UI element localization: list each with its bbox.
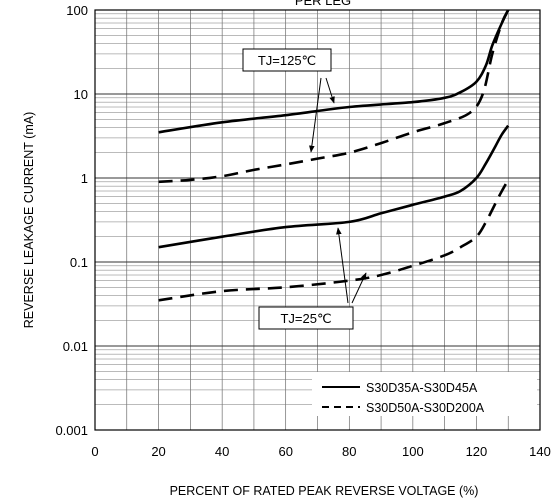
annotation-tj-25: TJ=25℃: [258, 227, 367, 330]
series-line-dashed: [158, 179, 510, 302]
y-tick-label: 0.01: [63, 339, 88, 354]
y-tick-label: 1: [81, 171, 88, 186]
y-tick-label: 100: [66, 3, 88, 18]
grid: [94, 10, 541, 431]
annotation-tj-25-label: TJ=25℃: [280, 311, 331, 326]
annotation-tj-125-box: [242, 48, 332, 72]
x-tick-label: 120: [466, 444, 488, 459]
annotation-tj-125: TJ=125℃: [242, 48, 335, 153]
x-axis-title: PERCENT OF RATED PEAK REVERSE VOLTAGE (%…: [170, 484, 479, 498]
y-tick-label: 0.001: [55, 423, 88, 438]
series-line-solid: [158, 124, 510, 249]
y-tick-label: 0.1: [70, 255, 88, 270]
series-line-solid: [158, 9, 510, 134]
legend-entry-dashed: S30D50A-S30D200A: [366, 401, 485, 415]
plot-frame: [94, 9, 541, 431]
x-tick-label: 140: [529, 444, 551, 459]
annotation-tj-125-arrow-upper: [325, 77, 335, 104]
y-axis-title: REVERSE LEAKAGE CURRENT (mA): [22, 112, 36, 328]
annotation-tj-125-label: TJ=125℃: [258, 53, 316, 68]
legend-entry-solid: S30D35A-S30D45A: [366, 381, 478, 395]
series-lines: [158, 9, 510, 302]
annotation-tj-25-arrow-upper: [336, 227, 349, 304]
series-line-dashed: [158, 9, 510, 184]
chart-title: PER LEG: [295, 0, 351, 8]
x-tick-label: 100: [402, 444, 424, 459]
annotation-tj-25-arrow-lower: [351, 272, 367, 304]
x-tick-label: 0: [91, 444, 98, 459]
x-tick-label: 40: [215, 444, 229, 459]
y-tick-label: 10: [74, 87, 88, 102]
x-tick-label: 20: [151, 444, 165, 459]
tick-labels: 0 20 40 60 80 100 120 140 0.001 0.01 0.1 1 10 100: [55, 3, 550, 459]
annotation-tj-25-box: [258, 306, 354, 330]
legend: S30D35A-S30D45A S30D50A-S30D200A: [312, 372, 537, 416]
x-tick-label: 80: [342, 444, 356, 459]
x-tick-label: 60: [278, 444, 292, 459]
annotation-tj-125-arrow-lower: [309, 77, 322, 153]
legend-box: [312, 372, 537, 416]
